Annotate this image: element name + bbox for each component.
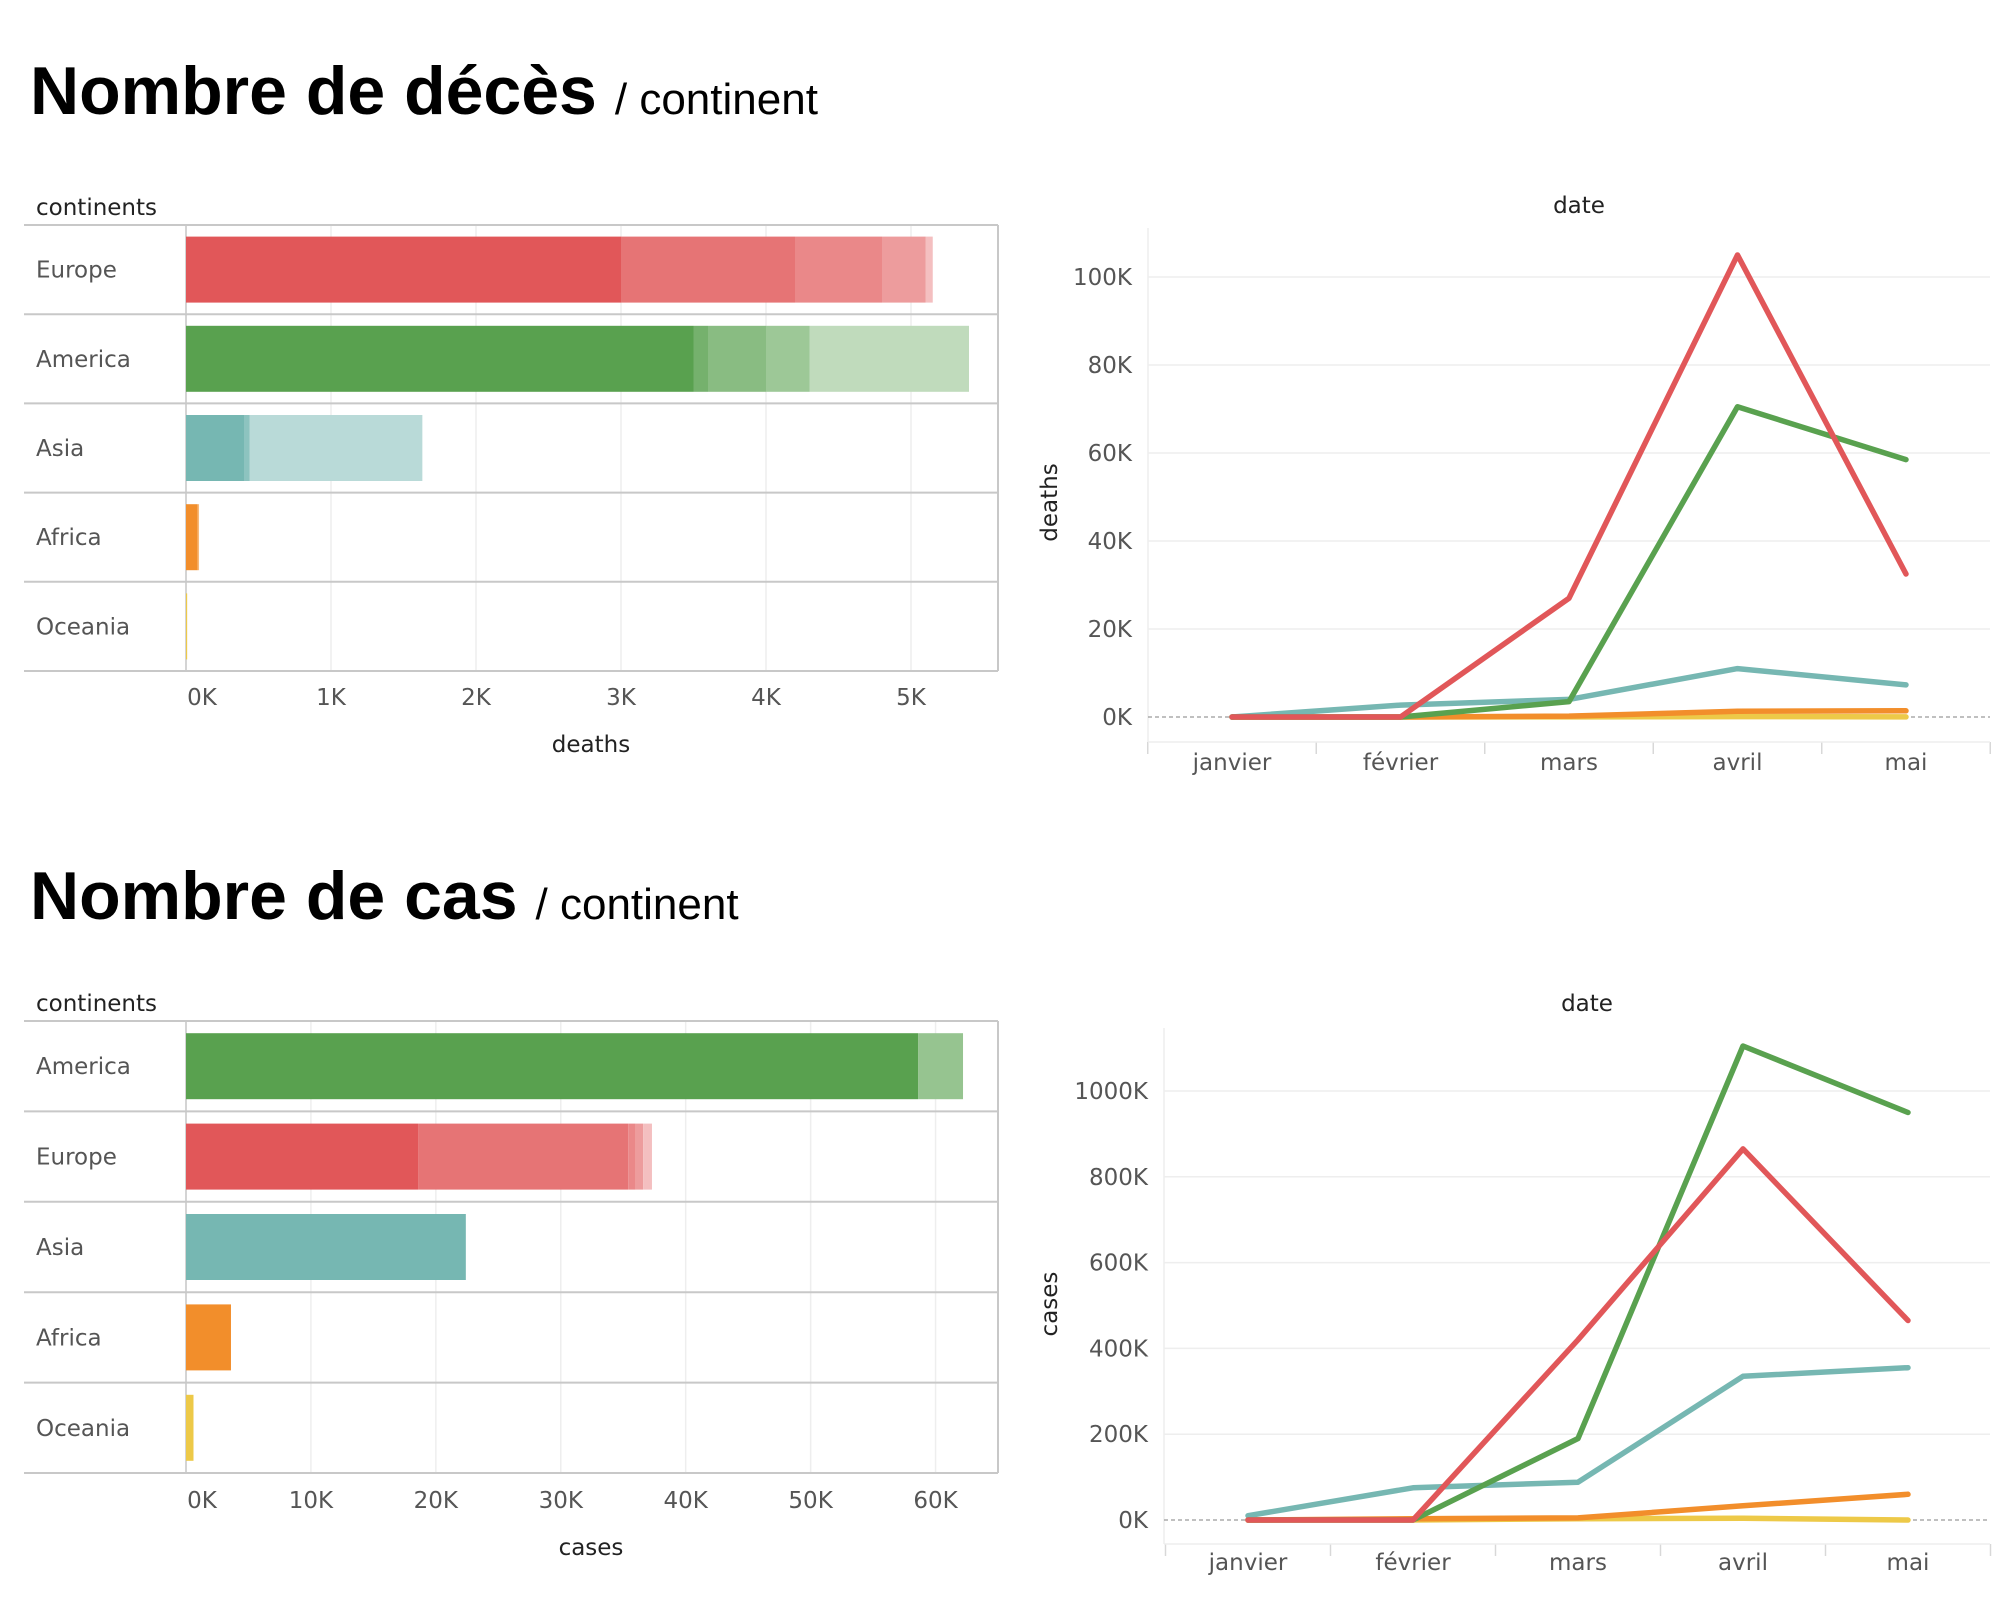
x-tick-label: 50K — [788, 1488, 833, 1514]
bar-segment-africa — [186, 1304, 231, 1371]
x-tick-label: 10K — [289, 1488, 334, 1514]
deaths-over-time-line-chart: date 0K 20K 40K 60K 80K 100K deaths janvier févri… — [1037, 193, 1991, 776]
x-tick-label: 3K — [606, 685, 637, 711]
x-tick-label-mai: mai — [1887, 1550, 1930, 1576]
cases-section-title: Nombre de cas / continent — [30, 857, 739, 935]
x-tick-label-mai: mai — [1885, 750, 1928, 776]
x-tick-label: 0K — [187, 685, 218, 711]
x-tick-label-fevrier: février — [1375, 1550, 1451, 1576]
bar-segment-america — [809, 325, 969, 392]
x-tick-label-janvier: janvier — [1192, 750, 1272, 776]
bar-segment-asia — [186, 415, 244, 481]
y-tick-label: 0K — [1118, 1508, 1149, 1534]
bar-segment-europe — [635, 1123, 644, 1190]
y-tick-label: 1000K — [1074, 1079, 1149, 1105]
bar-segment-europe — [795, 236, 882, 303]
column-header-label: date — [1553, 193, 1605, 219]
deaths-section-title: Nombre de décès / continent — [30, 52, 818, 130]
y-axis-title: cases — [1037, 1272, 1063, 1337]
y-tick-label: 200K — [1089, 1422, 1149, 1448]
x-tick-label: 5K — [896, 685, 927, 711]
bar-segment-america — [918, 1033, 964, 1100]
deaths-title-text: Nombre de décès — [30, 53, 597, 129]
x-tick-label-janvier: janvier — [1208, 1550, 1288, 1576]
bar-segment-america — [708, 325, 766, 392]
bar-segment-america — [186, 325, 694, 392]
bar-segment-asia — [249, 415, 423, 481]
bar-segment-oceania — [186, 1394, 194, 1461]
category-label-africa: Africa — [36, 1325, 102, 1351]
x-tick-label-avril: avril — [1713, 750, 1763, 776]
bar-segment-america — [186, 1033, 919, 1100]
x-tick-label: 1K — [316, 685, 347, 711]
category-label-asia: Asia — [36, 436, 84, 462]
bar-segment-asia — [186, 1214, 466, 1280]
column-header-label: date — [1561, 991, 1613, 1017]
x-tick-label: 60K — [913, 1488, 958, 1514]
y-tick-label: 60K — [1088, 441, 1133, 467]
x-axis-title: cases — [559, 1535, 624, 1561]
bar-segment-europe — [186, 1123, 419, 1190]
bar-segment-oceania — [186, 593, 188, 660]
category-label-oceania: Oceania — [36, 614, 130, 640]
series-line-europe — [1245, 1146, 1911, 1523]
y-tick-label: 80K — [1088, 353, 1133, 379]
y-tick-label: 600K — [1089, 1251, 1149, 1277]
deaths-by-continent-bar-chart: continents Europe America Asia Africa Oceania… — [24, 195, 999, 758]
category-label-america: America — [36, 347, 131, 373]
cases-by-continent-bar-chart: continents America Europe Asia Africa Oceania… — [24, 991, 999, 1561]
y-tick-label: 0K — [1102, 705, 1133, 731]
bar-segment-europe — [418, 1123, 629, 1190]
y-tick-label: 40K — [1088, 529, 1133, 555]
cases-title-text: Nombre de cas — [30, 858, 518, 934]
deaths-title-subtitle: / continent — [614, 75, 818, 124]
category-label-asia: Asia — [36, 1235, 84, 1261]
y-axis-title: deaths — [1037, 463, 1063, 541]
x-axis-title: deaths — [552, 732, 630, 758]
y-tick-label: 20K — [1088, 617, 1133, 643]
x-tick-label: 20K — [414, 1488, 459, 1514]
series-line-america — [1245, 1043, 1911, 1523]
series-line-europe — [1229, 252, 1909, 720]
bar-segment-europe — [882, 236, 926, 303]
y-tick-label: 400K — [1089, 1336, 1149, 1362]
column-header-label: continents — [36, 991, 157, 1017]
x-tick-label: 0K — [187, 1488, 218, 1514]
bar-segment-america — [693, 325, 708, 392]
y-tick-label: 100K — [1073, 265, 1133, 291]
x-tick-label: 30K — [539, 1488, 584, 1514]
cases-title-subtitle: / continent — [535, 880, 739, 929]
x-tick-label-mars: mars — [1540, 750, 1598, 776]
x-tick-label-fevrier: février — [1363, 750, 1439, 776]
x-tick-label-mars: mars — [1549, 1550, 1607, 1576]
x-tick-label: 4K — [751, 685, 782, 711]
category-label-europe: Europe — [36, 1145, 117, 1171]
bar-segment-europe — [186, 236, 621, 303]
bar-segment-africa — [186, 504, 198, 571]
series-line-asia — [1245, 1364, 1911, 1519]
bar-segment-europe — [628, 1123, 636, 1190]
category-label-europe: Europe — [36, 258, 117, 284]
bar-segment-asia — [244, 415, 250, 481]
category-label-africa: Africa — [36, 525, 102, 551]
bar-segment-europe — [643, 1123, 652, 1190]
column-header-label: continents — [36, 195, 157, 221]
x-tick-label: 40K — [664, 1488, 709, 1514]
category-label-oceania: Oceania — [36, 1416, 130, 1442]
bar-segment-africa — [197, 504, 200, 571]
x-tick-label-avril: avril — [1718, 1550, 1768, 1576]
bar-segment-europe — [621, 236, 795, 303]
bar-segment-america — [766, 325, 810, 392]
y-tick-label: 800K — [1089, 1165, 1149, 1191]
category-label-america: America — [36, 1054, 131, 1080]
x-tick-label: 2K — [461, 685, 492, 711]
bar-segment-europe — [925, 236, 933, 303]
